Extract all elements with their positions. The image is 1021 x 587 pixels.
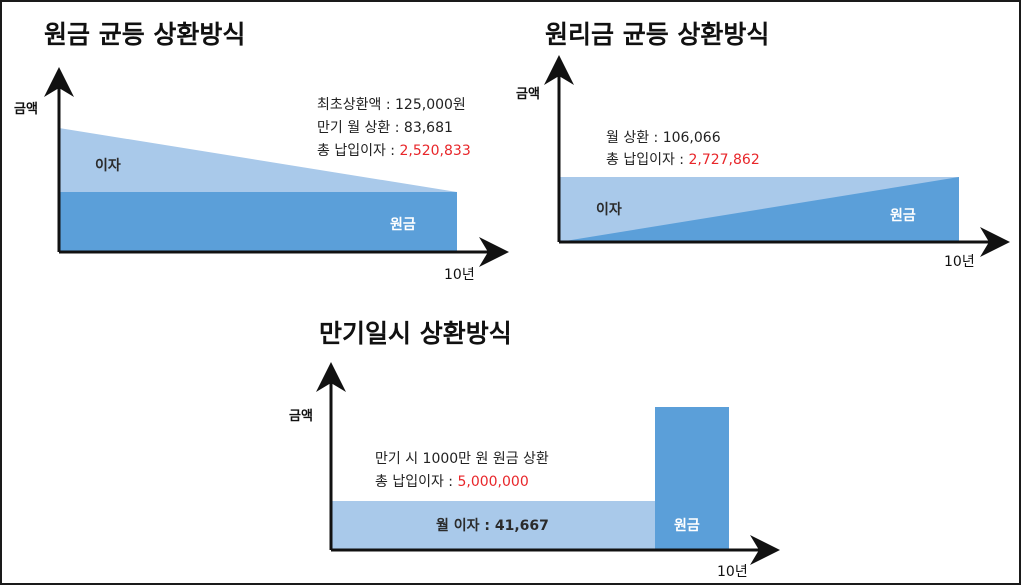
diagram3-info-line1: 만기 시 1000만 원 원금 상환 [375,451,549,467]
diagram1-title: 원금 균등 상환방식 [44,20,245,49]
diagram2-y-label: 금액 [516,87,540,102]
diagram3-principal-label: 원금 [674,518,700,534]
diagram1-x-label: 10년 [444,267,475,283]
diagram-bullet-repayment: 만기일시 상환방식 금액 10년 월 이자 : 41,667 원금 만기 시 1… [289,319,780,580]
diagram1-info-line2: 만기 월 상환 : 83,681 [317,120,453,136]
diagram2-interest-label: 이자 [596,201,622,218]
diagram1-total-interest: 2,520,833 [399,143,470,159]
diagram3-x-label: 10년 [717,564,748,580]
diagram3-y-label: 금액 [289,409,313,424]
diagram1-interest-area [59,128,457,192]
diagram2-total-interest: 2,727,862 [688,152,759,168]
diagram-equal-principal: 원금 균등 상환방식 금액 10년 이자 원금 최초상환액 : 125,000원… [14,20,509,283]
diagram2-info-line2: 총 납입이자 : 2,727,862 [606,152,760,168]
diagram1-info-line1: 최초상환액 : 125,000원 [317,97,466,113]
diagram1-principal-area [59,192,457,252]
diagram2-principal-label: 원금 [890,208,916,224]
diagram2-title: 원리금 균등 상환방식 [545,20,769,49]
diagram3-interest-label: 월 이자 : 41,667 [436,517,549,534]
diagram1-y-label: 금액 [14,102,38,117]
diagram1-interest-label: 이자 [95,157,121,174]
diagram3-title: 만기일시 상환방식 [319,319,512,348]
diagram1-principal-label: 원금 [390,217,416,233]
diagram3-total-interest: 5,000,000 [457,474,528,490]
diagram3-principal-bar [655,407,729,550]
diagram2-info-line1: 월 상환 : 106,066 [606,130,721,146]
diagram2-x-label: 10년 [944,254,975,270]
diagram3-interest-area [331,501,655,550]
diagram3-info-line2: 총 납입이자 : 5,000,000 [375,474,529,490]
diagram1-info-line3: 총 납입이자 : 2,520,833 [317,143,471,159]
diagram-equal-installment: 원리금 균등 상환방식 금액 10년 이자 원금 월 상환 : 106,066 … [516,20,1010,270]
diagram2-principal-area [559,177,959,242]
